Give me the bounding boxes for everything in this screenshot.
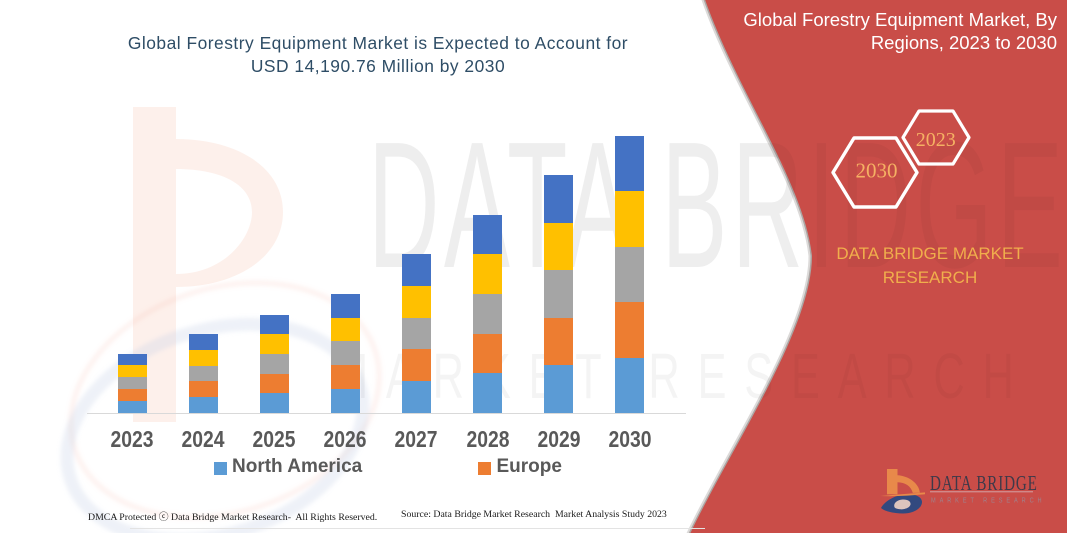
- svg-text:2023: 2023: [916, 129, 956, 151]
- svg-text:MARKET RESEARCH: MARKET RESEARCH: [332, 340, 1032, 413]
- svg-text:MARKET RESEARCH: MARKET RESEARCH: [931, 497, 1045, 505]
- svg-text:2030: 2030: [856, 159, 898, 183]
- svg-text:DATA BRIDGE: DATA BRIDGE: [930, 472, 1038, 495]
